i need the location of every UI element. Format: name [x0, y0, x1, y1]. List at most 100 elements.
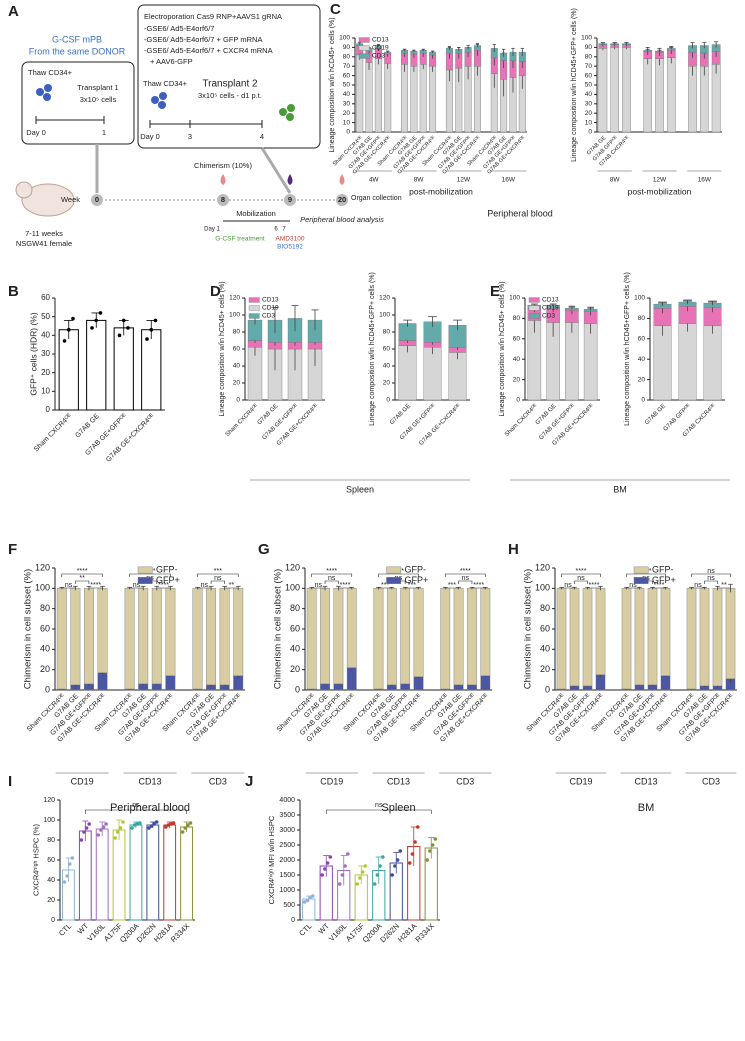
treatment: AMD3100	[276, 236, 305, 243]
y-tick-label: 70	[343, 63, 351, 70]
significance-label: **	[721, 582, 727, 589]
week-label: 8	[221, 195, 225, 204]
y-tick-label: 120	[285, 562, 300, 572]
y-tick-label: 60	[540, 623, 550, 633]
bar-segment	[320, 588, 330, 685]
y-axis-label: Lineage composition w/in hCD45+GFP+ cell…	[624, 272, 631, 426]
bar-segment	[556, 588, 567, 690]
data-point	[415, 825, 420, 829]
legend-label: CD13	[262, 297, 279, 304]
day-label: 1	[102, 128, 106, 137]
y-tick-label: 0	[291, 917, 295, 924]
y-tick-label: 0	[236, 397, 240, 404]
y-tick-label: 60	[383, 346, 391, 353]
y-tick-label: 120	[43, 797, 55, 804]
x-axis-label: post-mobilization	[409, 186, 473, 196]
cells-icon	[159, 92, 167, 100]
significance-bracket	[197, 573, 239, 577]
y-tick-label: 0	[51, 917, 55, 924]
data-point	[82, 830, 86, 834]
y-tick-label: 30	[41, 349, 50, 358]
data-point	[70, 856, 75, 860]
data-point	[328, 855, 333, 859]
legend-label: CD19	[372, 45, 389, 52]
significance-label: ns	[462, 575, 470, 582]
y-tick-label: 20	[343, 110, 351, 117]
y-tick-label: 80	[47, 837, 55, 844]
y-tick-label: 40	[638, 356, 646, 363]
y-tick-label: 60	[638, 336, 646, 343]
y-tick-label: 100	[634, 295, 645, 302]
y-tick-label: 40	[513, 356, 521, 363]
box-2	[137, 4, 321, 149]
y-tick-label: 1000	[279, 887, 295, 894]
significance-label: ***	[408, 582, 416, 589]
y-tick-label: 80	[585, 54, 593, 61]
data-point	[62, 880, 67, 884]
significance-label: ns	[133, 582, 141, 589]
legend-swatch	[528, 305, 540, 311]
group-label: CD3	[456, 776, 474, 786]
bar-segment	[569, 588, 580, 687]
bar-segment	[666, 57, 676, 133]
data-point	[363, 864, 368, 868]
group-label: CD19	[569, 776, 592, 786]
bar-segment	[165, 675, 176, 691]
panel-label: D	[210, 283, 221, 300]
x-tick-label: V160L	[327, 921, 349, 943]
timeline-text: Mobilization	[236, 209, 276, 218]
y-tick-label: 100	[509, 295, 520, 302]
x-axis-label: post-mobilization	[628, 186, 692, 196]
bar-segment	[124, 588, 135, 690]
legend-label: GFP-	[652, 564, 674, 574]
bar	[112, 829, 126, 921]
panel-label: E	[490, 283, 500, 300]
significance-label: ns	[65, 582, 73, 589]
bar-segment	[653, 325, 672, 401]
x-tick-label: Sham CXCR4ᴼᴱ	[224, 402, 260, 438]
section-label: Peripheral blood	[487, 208, 553, 218]
data-point	[113, 836, 117, 840]
y-tick-label: 40	[290, 644, 300, 654]
significance-label: ****	[326, 568, 337, 575]
data-point	[117, 333, 122, 338]
y-tick-label: 80	[513, 315, 521, 322]
bar-segment	[413, 676, 424, 691]
x-tick-label: G7AB GE+CXCR4ᴼᴱ	[418, 402, 463, 447]
significance-label: ****	[77, 568, 88, 575]
week-label: 20	[338, 195, 346, 204]
x-axis-label: Spleen	[381, 802, 415, 814]
y-tick-label: 0	[46, 405, 51, 414]
bar	[163, 824, 177, 921]
bar-segment	[70, 588, 81, 686]
data-point	[325, 861, 330, 865]
section-label: BM	[613, 484, 627, 494]
y-tick-label: 0	[516, 397, 520, 404]
bar-segment	[583, 323, 598, 401]
legend-label: CD13	[372, 37, 389, 44]
data-point	[398, 849, 403, 853]
y-tick-label: 80	[233, 329, 241, 336]
blood-drop	[220, 174, 226, 185]
box-text: Thaw CD34+	[143, 79, 188, 88]
group-label: CD13	[138, 776, 161, 786]
day-label: 3	[188, 132, 192, 141]
y-tick-label: 50	[343, 82, 351, 89]
x-tick-label: Sham CXCR4ᴼᴱ	[503, 402, 539, 438]
y-tick-label: 100	[229, 312, 240, 319]
bar-segment	[384, 63, 392, 133]
cells-icon	[151, 96, 159, 104]
y-tick-label: 60	[47, 857, 55, 864]
cells-icon	[279, 108, 287, 116]
bar-segment	[473, 65, 481, 133]
significance-bracket	[378, 573, 419, 577]
legend-swatch	[358, 45, 370, 51]
y-tick-label: 60	[513, 336, 521, 343]
data-point	[433, 837, 438, 841]
data-point	[94, 318, 99, 323]
bar-segment	[56, 588, 67, 690]
cells-icon	[36, 88, 44, 96]
significance-bracket	[61, 573, 103, 577]
